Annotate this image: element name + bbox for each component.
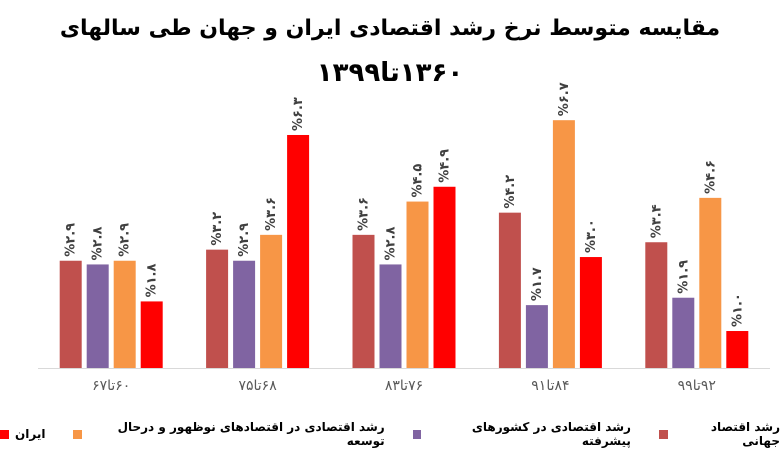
legend-item: رشد اقتصاد جهانی <box>658 420 780 448</box>
x-tick-label: ۸۴تا۹۱ <box>531 378 569 394</box>
data-label: %۴.۲ <box>503 175 518 209</box>
x-tick-label: ۹۲تا۹۹ <box>678 378 716 394</box>
bar <box>552 120 575 369</box>
legend-label: رشد اقتصادی در اقتصادهای نوظهور و درحال … <box>117 420 385 448</box>
data-label: %۲.۸ <box>384 227 399 261</box>
data-label: %۲.۹ <box>64 223 79 257</box>
bar <box>260 234 283 368</box>
data-label: %۳.۶ <box>264 197 279 231</box>
data-label: %۳.۰ <box>584 219 599 253</box>
data-label: %۲.۹ <box>237 223 252 257</box>
data-label: %۴.۹ <box>438 149 453 183</box>
data-label: %۱.۷ <box>530 267 545 301</box>
bar <box>287 134 310 368</box>
bar <box>726 331 749 368</box>
data-label: %۶.۳ <box>291 97 306 131</box>
data-label: %۴.۶ <box>703 160 718 194</box>
bar <box>113 260 136 368</box>
bar <box>406 201 429 368</box>
bar <box>233 260 256 368</box>
bar <box>525 305 548 368</box>
legend-label: ایران <box>15 427 46 441</box>
legend-swatch <box>412 429 422 439</box>
chart-legend: رشد اقتصاد جهانی رشد اقتصادی در کشورهای پ… <box>0 420 780 448</box>
chart-subtitle: ۱۳۶۰تا۱۳۹۹ <box>316 58 464 88</box>
legend-item: رشد اقتصادی در اقتصادهای نوظهور و درحال … <box>73 420 385 448</box>
data-label: %۳.۶ <box>357 197 372 231</box>
data-label: %۱.۸ <box>145 264 160 298</box>
chart-title: مقایسه متوسط نرخ رشد اقتصادی ایران و جها… <box>59 16 721 41</box>
x-tick-label: ۷۶تا۸۳ <box>385 378 423 394</box>
bar <box>379 264 402 368</box>
bar <box>645 242 668 368</box>
bar <box>498 212 521 368</box>
data-label: %۲.۸ <box>91 227 106 261</box>
legend-label: رشد اقتصاد جهانی <box>710 420 780 448</box>
data-label: %۳.۲ <box>210 212 225 246</box>
data-label: %۴.۵ <box>411 164 426 198</box>
data-label: %۲.۹ <box>118 223 133 257</box>
legend-item: رشد اقتصادی در کشورهای پیشرفته <box>412 420 631 448</box>
x-tick-label: ۶۸تا۷۵ <box>238 378 277 394</box>
legend-item: ایران <box>0 424 45 444</box>
bar <box>86 264 109 368</box>
data-label: %۶.۷ <box>557 82 572 116</box>
legend-swatch <box>73 429 83 439</box>
bar <box>59 260 82 368</box>
legend-swatch <box>658 429 668 439</box>
data-label: %۳.۴ <box>649 204 664 238</box>
bar <box>140 301 163 368</box>
legend-label: رشد اقتصادی در کشورهای پیشرفته <box>471 420 631 448</box>
bar <box>352 234 375 368</box>
data-label: %۱.۹ <box>676 260 691 294</box>
data-label: %۱.۰ <box>730 293 745 327</box>
bar <box>433 186 456 368</box>
x-tick-label: ۶۰تا۶۷ <box>92 378 130 394</box>
bar <box>206 249 229 368</box>
bar <box>579 257 602 368</box>
bar <box>672 297 695 368</box>
bar <box>699 197 722 368</box>
legend-swatch <box>0 429 9 439</box>
